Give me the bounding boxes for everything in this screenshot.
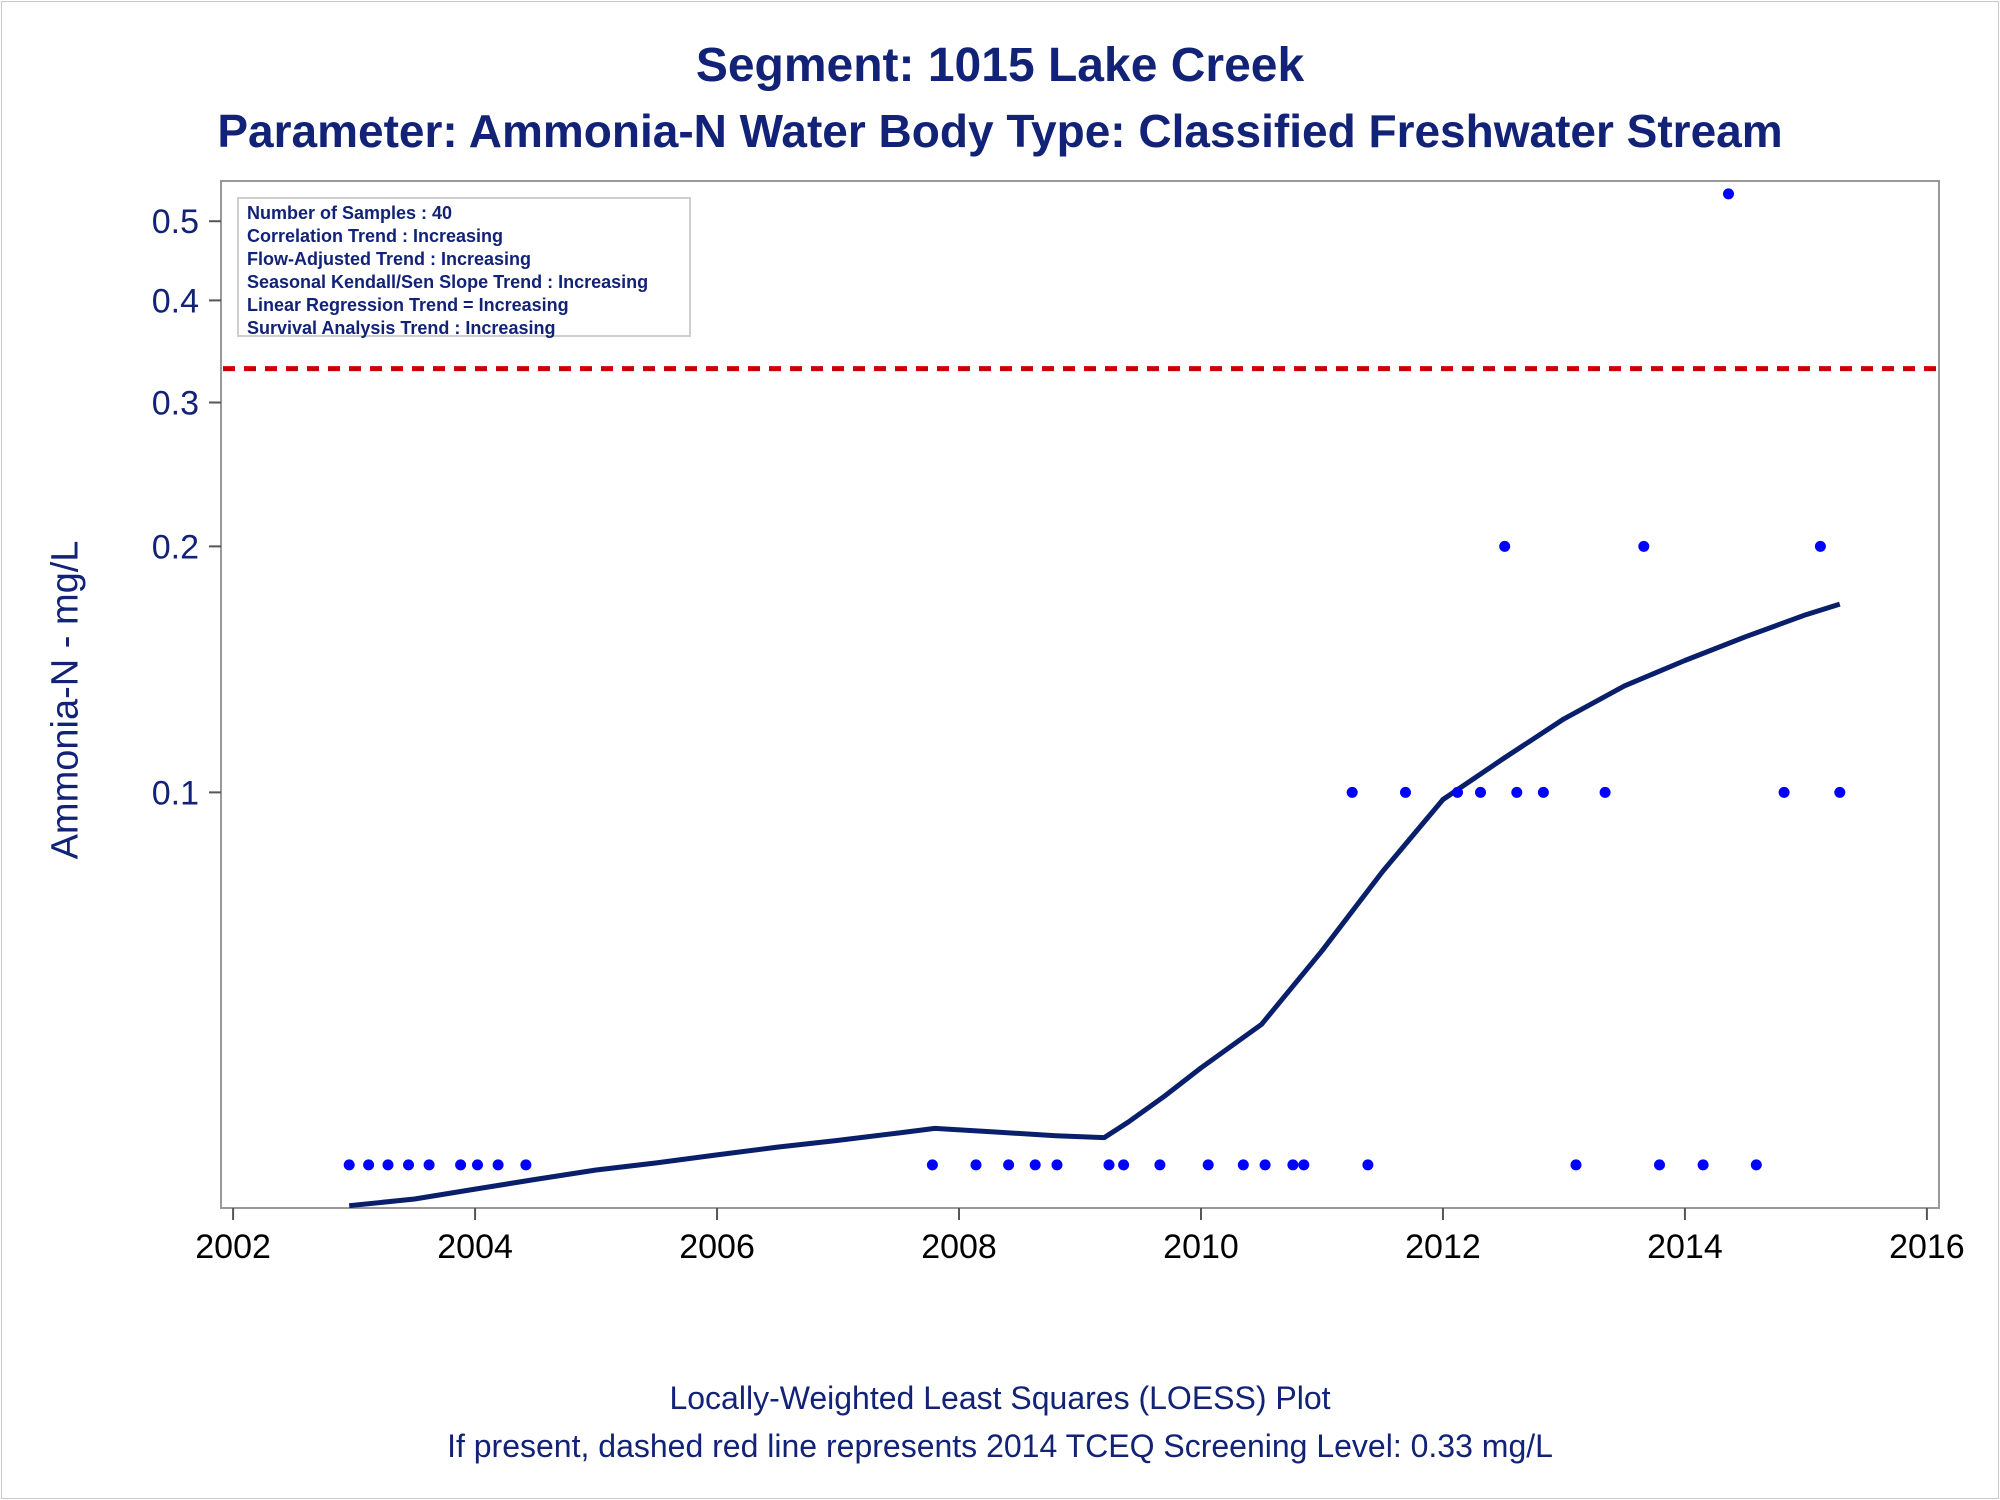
stat-linear-regression-trend: Linear Regression Trend = Increasing xyxy=(247,295,569,315)
x-tick-label-2006: 2006 xyxy=(679,1228,755,1266)
chart-subtitle: Parameter: Ammonia-N Water Body Type: Cl… xyxy=(217,105,1783,157)
data-point-19 xyxy=(1259,1159,1271,1171)
data-point-33 xyxy=(1638,540,1650,552)
data-point-16 xyxy=(1154,1159,1166,1171)
data-point-10 xyxy=(970,1159,982,1171)
trend-stats-box: Number of Samples : 40 Correlation Trend… xyxy=(237,197,691,338)
data-point-1 xyxy=(363,1159,375,1171)
x-tick-label-2002: 2002 xyxy=(195,1228,271,1266)
data-point-5 xyxy=(455,1159,467,1171)
y-tick-label-0.3: 0.3 xyxy=(152,384,199,422)
data-point-23 xyxy=(1346,786,1358,798)
data-point-4 xyxy=(423,1159,435,1171)
data-point-30 xyxy=(1778,786,1790,798)
data-point-27 xyxy=(1511,786,1523,798)
data-point-2 xyxy=(382,1159,394,1171)
data-point-39 xyxy=(1750,1159,1762,1171)
data-point-28 xyxy=(1537,786,1549,798)
x-tick-label-2014: 2014 xyxy=(1647,1228,1723,1266)
y-tick-label-0.4: 0.4 xyxy=(152,282,199,320)
data-point-18 xyxy=(1237,1159,1249,1171)
data-point-32 xyxy=(1499,540,1511,552)
data-point-24 xyxy=(1400,786,1411,798)
stat-survival-analysis-trend: Survival Analysis Trend : Increasing xyxy=(247,318,556,338)
data-point-20 xyxy=(1287,1159,1299,1171)
stat-seasonal-kendall-trend: Seasonal Kendall/Sen Slope Trend : Incre… xyxy=(247,272,649,292)
x-tick-label-2016: 2016 xyxy=(1889,1228,1965,1266)
y-axis: 0.1 0.2 0.3 0.4 0.5 xyxy=(152,203,221,812)
data-point-12 xyxy=(1029,1159,1041,1171)
y-tick-label-0.5: 0.5 xyxy=(152,203,199,241)
stat-flow-adjusted-trend: Flow-Adjusted Trend : Increasing xyxy=(247,249,532,269)
data-point-6 xyxy=(472,1159,483,1171)
data-point-9 xyxy=(926,1159,938,1171)
data-point-26 xyxy=(1475,786,1486,798)
data-point-34 xyxy=(1814,540,1826,552)
data-point-7 xyxy=(492,1159,504,1171)
data-point-11 xyxy=(1003,1159,1015,1171)
y-tick-label-0.1: 0.1 xyxy=(152,774,199,812)
data-point-35 xyxy=(1723,188,1734,200)
x-tick-label-2012: 2012 xyxy=(1405,1228,1481,1266)
sample-points xyxy=(343,188,1846,1171)
footnote-loess: Locally-Weighted Least Squares (LOESS) P… xyxy=(669,1380,1331,1416)
stat-correlation-trend: Correlation Trend : Increasing xyxy=(247,226,504,246)
data-point-8 xyxy=(520,1159,532,1171)
x-axis: 2002 2004 2006 2008 2010 2012 2014 2016 xyxy=(195,1208,1965,1266)
data-point-14 xyxy=(1103,1159,1115,1171)
data-point-31 xyxy=(1834,786,1846,798)
data-point-0 xyxy=(343,1159,355,1171)
data-point-3 xyxy=(403,1159,414,1171)
data-point-36 xyxy=(1570,1159,1582,1171)
data-point-37 xyxy=(1654,1159,1665,1171)
x-tick-label-2010: 2010 xyxy=(1163,1228,1239,1266)
x-tick-label-2008: 2008 xyxy=(921,1228,997,1266)
data-point-17 xyxy=(1202,1159,1214,1171)
data-point-22 xyxy=(1362,1159,1374,1171)
data-point-38 xyxy=(1697,1159,1709,1171)
footnote-screening-level: If present, dashed red line represents 2… xyxy=(447,1428,1553,1464)
data-point-15 xyxy=(1118,1159,1130,1171)
data-point-21 xyxy=(1298,1159,1310,1171)
data-point-13 xyxy=(1051,1159,1063,1171)
stat-sample-count: Number of Samples : 40 xyxy=(247,203,453,223)
data-point-29 xyxy=(1599,786,1611,798)
chart-title: Segment: 1015 Lake Creek xyxy=(695,39,1305,92)
data-point-25 xyxy=(1452,786,1463,798)
plot-area xyxy=(220,180,1940,1209)
y-tick-label-0.2: 0.2 xyxy=(152,528,199,566)
x-tick-label-2004: 2004 xyxy=(437,1228,513,1266)
y-axis-label: Ammonia-N - mg/L xyxy=(44,540,87,860)
loess-trend-line xyxy=(348,601,1841,1209)
